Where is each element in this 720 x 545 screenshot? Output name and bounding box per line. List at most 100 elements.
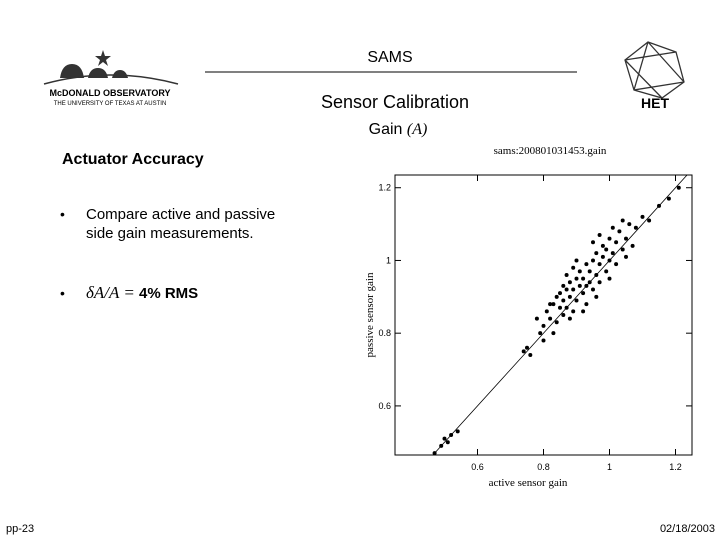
bullet-marker: • xyxy=(60,285,65,301)
data-point xyxy=(551,302,556,307)
data-point xyxy=(551,331,556,336)
data-point xyxy=(528,353,533,357)
data-point xyxy=(607,276,612,281)
data-point xyxy=(567,280,572,285)
data-point xyxy=(666,196,671,201)
y-axis-label: passive sensor gain xyxy=(364,272,376,357)
data-point xyxy=(574,276,579,281)
footer-left: pp-23 xyxy=(6,523,34,535)
bullet-marker: • xyxy=(60,206,65,222)
logo-university: THE UNIVERSITY OF TEXAS AT AUSTIN xyxy=(54,101,167,107)
hill-line xyxy=(43,74,179,85)
data-point xyxy=(574,258,579,263)
bullet-line: side gain measurements. xyxy=(86,225,254,242)
het-frame xyxy=(624,41,685,99)
data-point xyxy=(449,433,454,437)
data-point xyxy=(633,225,638,230)
data-point xyxy=(558,305,562,310)
data-point xyxy=(584,302,589,307)
data-point xyxy=(577,283,582,288)
x-tick-label: 0.6 xyxy=(471,462,484,472)
data-point xyxy=(571,287,576,292)
bullet-line: Compare active and passive xyxy=(86,206,275,223)
star-icon xyxy=(95,50,111,66)
data-point xyxy=(607,258,612,263)
data-point xyxy=(617,229,622,234)
data-point xyxy=(614,240,619,245)
formula-value: 4% RMS xyxy=(139,285,198,302)
het-logo: HET xyxy=(624,41,685,111)
data-point xyxy=(614,262,619,267)
data-point xyxy=(594,273,599,277)
subtitle-text: Gain xyxy=(369,121,403,138)
subtitle-symbol: (A) xyxy=(407,121,427,138)
y-tick-label: 0.8 xyxy=(378,328,391,338)
data-point xyxy=(676,185,681,190)
logo-name: McDONALD OBSERVATORY xyxy=(49,88,170,98)
slide-title: Sensor Calibration xyxy=(321,92,469,112)
data-point xyxy=(581,291,586,296)
slide-subtitle: Gain (A) xyxy=(369,121,428,138)
data-point xyxy=(584,283,589,288)
x-tick-label: 0.8 xyxy=(537,462,550,472)
data-point xyxy=(610,225,615,230)
x-tick-label: 1 xyxy=(607,462,612,472)
data-point xyxy=(554,294,559,299)
data-point xyxy=(571,309,576,314)
data-point xyxy=(597,233,602,237)
y-tick-label: 1.2 xyxy=(378,183,391,193)
data-point xyxy=(541,338,546,343)
data-point xyxy=(591,287,595,292)
data-point xyxy=(620,247,625,252)
chart-title: sams:200801031453.gain xyxy=(494,145,607,157)
reference-line xyxy=(432,175,688,455)
data-point xyxy=(548,302,553,307)
formula-symbol: δA/A = xyxy=(86,283,135,302)
y-tick-label: 0.6 xyxy=(378,401,391,411)
data-point xyxy=(604,269,609,274)
data-point xyxy=(455,429,460,434)
data-point xyxy=(591,240,595,245)
data-point xyxy=(627,222,632,227)
x-axis-label: active sensor gain xyxy=(489,477,568,489)
data-point xyxy=(597,280,602,285)
data-point xyxy=(564,273,569,277)
footer-right: 02/18/2003 xyxy=(660,523,715,535)
data-point xyxy=(564,287,569,292)
data-point xyxy=(548,316,553,321)
data-point xyxy=(577,269,582,274)
data-point xyxy=(624,254,628,259)
data-point xyxy=(544,309,549,314)
data-point xyxy=(581,309,586,314)
data-point xyxy=(567,316,572,321)
data-point xyxy=(594,294,599,299)
x-tick-label: 1.2 xyxy=(669,462,682,472)
data-point xyxy=(647,218,652,223)
data-point xyxy=(439,443,444,448)
data-point xyxy=(561,313,566,317)
data-point xyxy=(591,258,595,263)
section-heading: Actuator Accuracy xyxy=(62,151,204,168)
header: SAMS xyxy=(367,49,412,66)
data-point xyxy=(604,247,609,252)
data-point xyxy=(525,345,529,350)
data-point xyxy=(561,298,566,303)
y-tick-label: 1 xyxy=(386,255,391,265)
data-point xyxy=(584,262,589,267)
data-point xyxy=(610,251,615,256)
data-point xyxy=(581,276,586,281)
data-point xyxy=(624,236,628,241)
data-point xyxy=(442,436,447,441)
data-point xyxy=(554,320,559,325)
data-point xyxy=(534,316,539,321)
data-point xyxy=(564,305,569,310)
data-point xyxy=(521,349,526,354)
data-point xyxy=(567,294,572,299)
data-point xyxy=(571,265,576,270)
plot-frame xyxy=(394,174,693,456)
data-point xyxy=(432,451,437,456)
bullet-formula: δA/A = 4% RMS xyxy=(86,283,198,302)
data-point xyxy=(600,254,605,259)
data-point xyxy=(587,280,592,285)
